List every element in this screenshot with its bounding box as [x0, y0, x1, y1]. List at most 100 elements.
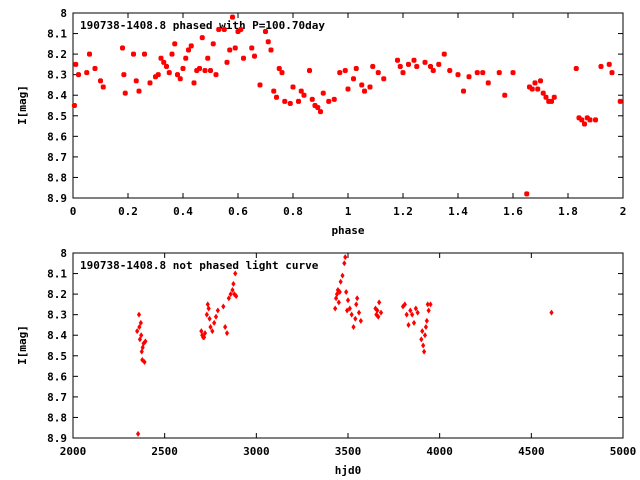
data-point: [215, 307, 220, 314]
data-point: [404, 311, 409, 318]
x-tick-label: 1.4: [448, 205, 468, 218]
y-tick-label: 8.1: [47, 28, 67, 41]
data-point: [410, 311, 415, 318]
data-point: [581, 121, 588, 127]
data-point: [84, 69, 90, 76]
data-point: [119, 45, 126, 51]
data-point: [183, 55, 189, 61]
data-point: [350, 76, 357, 82]
data-point: [337, 69, 343, 76]
data-point: [224, 330, 230, 337]
data-point: [202, 67, 208, 74]
data-point: [71, 102, 78, 109]
data-point: [460, 88, 467, 94]
data-point: [169, 51, 175, 57]
data-point: [551, 94, 557, 100]
data-point: [359, 82, 365, 88]
data-point: [543, 94, 549, 100]
data-point: [301, 92, 307, 98]
data-point: [298, 88, 304, 94]
data-point: [345, 86, 351, 92]
data-point: [592, 117, 599, 123]
data-point: [75, 72, 82, 78]
data-point: [207, 315, 212, 322]
data-point: [419, 336, 424, 343]
data-point: [174, 72, 181, 78]
data-point: [377, 299, 382, 306]
data-point: [166, 69, 172, 76]
data-point: [510, 69, 516, 76]
data-point: [548, 98, 555, 105]
data-point: [349, 311, 354, 318]
data-point: [191, 80, 197, 86]
data-point: [135, 430, 141, 437]
data-point: [353, 315, 358, 322]
x-tick-label: 0.8: [283, 205, 303, 218]
data-point: [229, 14, 236, 20]
data-point: [331, 96, 337, 102]
data-point: [147, 80, 153, 86]
x-tick-label: 4000: [426, 445, 453, 458]
data-points: [135, 254, 554, 437]
plot-frame: [72, 12, 624, 199]
data-point: [205, 55, 211, 61]
axis-ticks: 0 0.2 0.4 0.6 0.8 1 1.2 1.4 1.6 1.8 2 8 8.1 8.2 8.3 8.4…: [47, 7, 626, 218]
data-point: [342, 67, 348, 74]
data-point: [251, 53, 258, 59]
data-point: [138, 319, 143, 326]
data-point: [290, 84, 296, 90]
data-point: [92, 65, 98, 72]
data-point: [422, 59, 428, 65]
x-axis-label: hjd0: [335, 464, 362, 477]
data-point: [152, 74, 159, 80]
data-point: [537, 78, 544, 84]
data-point: [249, 45, 255, 51]
data-point: [135, 328, 140, 335]
data-point: [400, 69, 406, 76]
data-point: [206, 305, 211, 312]
data-point: [378, 309, 384, 316]
data-point: [185, 47, 192, 53]
data-point: [426, 307, 431, 314]
data-point: [240, 55, 247, 61]
data-point: [213, 72, 219, 78]
y-tick-label: 8.4: [47, 89, 67, 102]
data-point: [430, 67, 436, 74]
data-point: [344, 289, 349, 296]
y-tick-label: 8: [60, 247, 67, 260]
data-point: [353, 65, 359, 72]
data-point: [228, 291, 233, 298]
y-tick-label: 8.6: [47, 370, 67, 383]
data-point: [163, 63, 170, 70]
x-tick-label: 1: [345, 205, 352, 218]
data-point: [121, 72, 127, 78]
data-point: [411, 57, 417, 63]
data-point: [143, 338, 148, 345]
data-point: [210, 41, 216, 47]
y-tick-label: 8.9: [47, 192, 67, 205]
data-point: [287, 100, 293, 107]
data-point: [177, 76, 183, 82]
data-point: [535, 86, 541, 92]
data-point: [532, 80, 538, 86]
data-point: [337, 289, 342, 296]
data-point: [336, 299, 341, 306]
data-point: [485, 80, 491, 86]
data-point: [375, 69, 381, 76]
y-tick-label: 8.7: [47, 391, 67, 404]
data-point: [573, 65, 579, 72]
x-tick-label: 2500: [151, 445, 178, 458]
y-tick-label: 8.3: [47, 69, 67, 82]
data-point: [524, 191, 530, 197]
data-point: [227, 47, 233, 53]
data-point: [234, 293, 239, 300]
data-point: [394, 57, 401, 63]
data-point: [422, 332, 428, 339]
data-point: [342, 260, 347, 267]
y-tick-label: 8.3: [47, 309, 67, 322]
x-tick-label: 0.6: [228, 205, 248, 218]
data-point: [421, 342, 426, 349]
y-tick-label: 8.5: [47, 350, 67, 363]
data-point: [397, 63, 403, 70]
y-tick-label: 8.5: [47, 110, 67, 123]
